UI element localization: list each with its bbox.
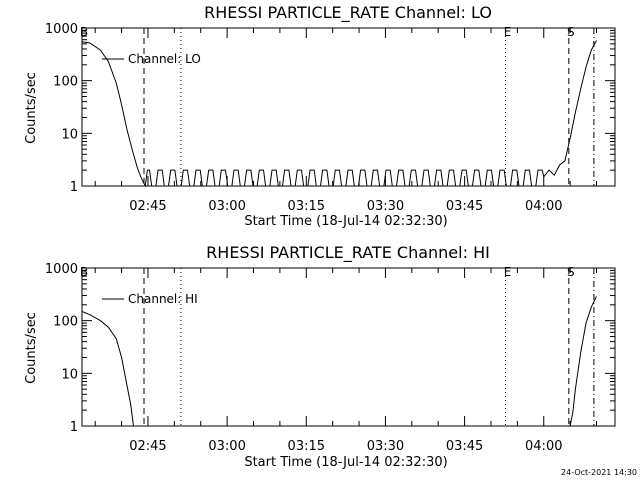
y-tick-label: 10 (61, 127, 78, 142)
plot-frame (81, 27, 616, 187)
hi-y-axis-label: Counts/sec (24, 312, 39, 384)
series-line (82, 296, 597, 427)
lo-y-axis-label: Counts/sec (24, 72, 39, 144)
footer-timestamp: 24-Oct-2021 14:30 (561, 468, 637, 477)
y-tick-label: 100 (53, 75, 78, 90)
time-marker-label: S (567, 265, 575, 279)
time-marker-label: E (504, 25, 512, 39)
x-tick-label: 03:15 (288, 199, 325, 214)
x-tick-label: 03:15 (288, 439, 325, 454)
time-marker-label: E (504, 265, 512, 279)
x-tick-label: 03:00 (208, 199, 245, 214)
hi-legend-label: Channel: HI (128, 292, 198, 306)
lo-chart-panel: RHESSI PARTICLE_RATE Channel: LO Counts/… (24, 3, 616, 229)
y-tick-label: 1 (70, 180, 78, 195)
x-tick-label: 04:00 (525, 199, 562, 214)
x-tick-label: 02:45 (129, 439, 166, 454)
x-tick-label: 03:00 (208, 439, 245, 454)
y-tick-label: 100 (53, 315, 78, 330)
y-tick-label: 10 (61, 367, 78, 382)
x-tick-label: 04:00 (525, 439, 562, 454)
y-tick-label: 1000 (45, 262, 78, 277)
x-tick-label: 02:45 (129, 199, 166, 214)
time-marker-label: B (80, 25, 88, 39)
x-tick-label: 03:30 (367, 199, 404, 214)
time-marker-label: S (567, 25, 575, 39)
y-tick-label: 1000 (45, 22, 78, 37)
x-tick-label: 03:45 (446, 439, 483, 454)
lo-legend-label: Channel: LO (128, 52, 201, 66)
x-tick-label: 03:45 (446, 199, 483, 214)
time-marker-label: B (80, 265, 88, 279)
hi-chart-title: RHESSI PARTICLE_RATE Channel: HI (206, 243, 490, 263)
hi-x-axis-label: Start Time (18-Jul-14 02:32:30) (244, 455, 447, 470)
lo-x-axis-label: Start Time (18-Jul-14 02:32:30) (244, 214, 447, 229)
y-tick-label: 1 (70, 420, 78, 435)
lo-chart-title: RHESSI PARTICLE_RATE Channel: LO (204, 3, 492, 23)
x-tick-label: 03:30 (367, 439, 404, 454)
hi-chart-panel: RHESSI PARTICLE_RATE Channel: HI Counts/… (24, 243, 616, 470)
series-line (82, 40, 597, 187)
